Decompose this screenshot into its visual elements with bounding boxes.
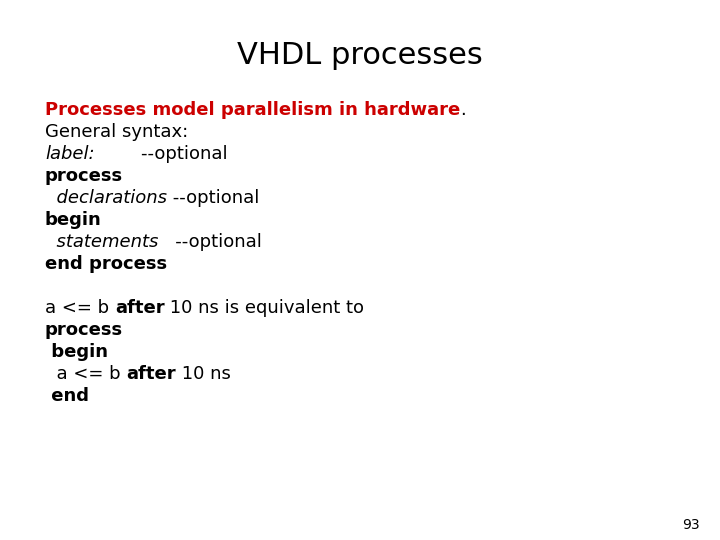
Text: VHDL processes: VHDL processes xyxy=(237,40,483,70)
Text: 93: 93 xyxy=(683,518,700,532)
Text: end process: end process xyxy=(45,255,167,273)
Text: a <= b: a <= b xyxy=(45,365,127,383)
Text: 10 ns is equivalent to: 10 ns is equivalent to xyxy=(164,299,364,317)
Text: --optional: --optional xyxy=(158,233,262,251)
Text: statements: statements xyxy=(45,233,158,251)
Text: --optional: --optional xyxy=(167,189,259,207)
Text: after: after xyxy=(115,299,164,317)
Text: begin: begin xyxy=(45,211,102,229)
Text: process: process xyxy=(45,167,123,185)
Text: end: end xyxy=(45,387,89,405)
Text: begin: begin xyxy=(45,343,108,361)
Text: declarations: declarations xyxy=(45,189,167,207)
Text: 10 ns: 10 ns xyxy=(176,365,231,383)
Text: a <= b: a <= b xyxy=(45,299,115,317)
Text: Processes model parallelism in hardware: Processes model parallelism in hardware xyxy=(45,101,460,119)
Text: label:: label: xyxy=(45,145,94,163)
Text: after: after xyxy=(127,365,176,383)
Text: process: process xyxy=(45,321,123,339)
Text: General syntax:: General syntax: xyxy=(45,123,188,141)
Text: --optional: --optional xyxy=(94,145,228,163)
Text: .: . xyxy=(460,101,466,119)
